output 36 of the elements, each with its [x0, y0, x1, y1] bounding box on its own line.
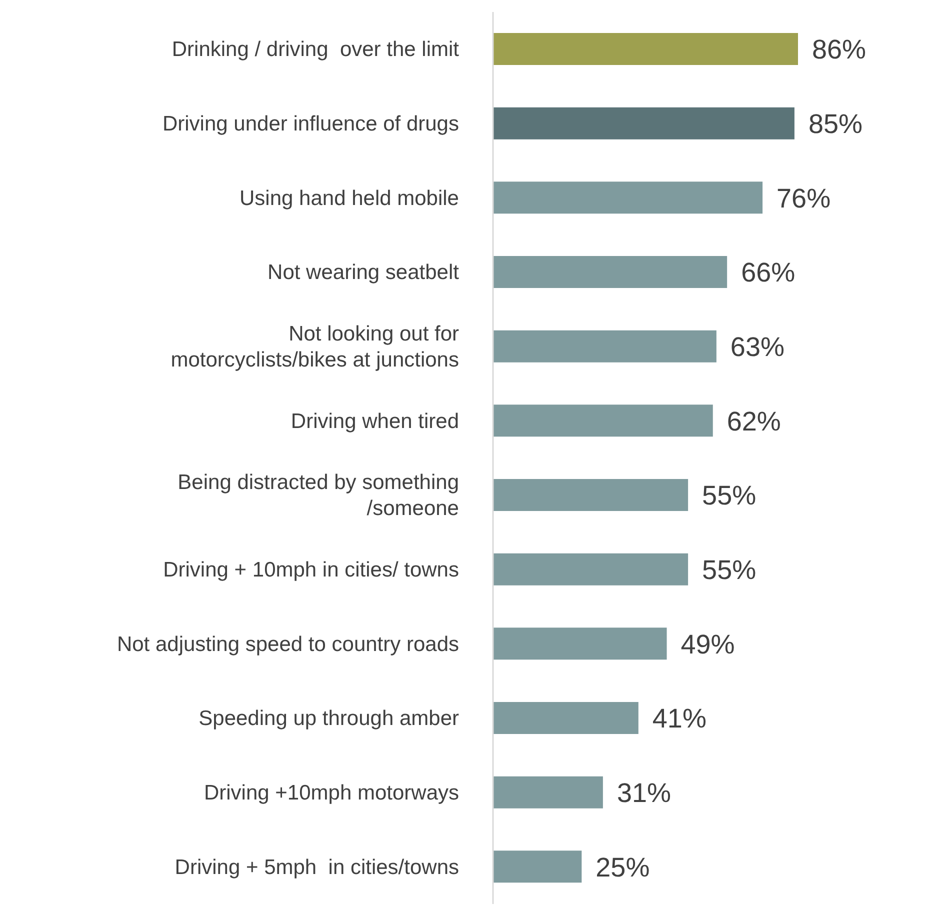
- bar: [493, 33, 798, 65]
- data-label: 55%: [702, 480, 756, 511]
- y-tick-label: Not adjusting speed to country roads: [116, 632, 459, 656]
- data-label: 31%: [616, 778, 671, 808]
- y-tick-label: Not looking out for motorcyclists/bikes at junctions: [170, 322, 459, 371]
- data-label: 41%: [652, 704, 706, 734]
- data-label: 63%: [730, 332, 784, 362]
- y-tick-label: Using hand held mobile: [240, 186, 459, 210]
- bar: [493, 330, 716, 362]
- bar: [493, 628, 667, 660]
- bar: [493, 107, 794, 140]
- y-tick-label: Driving + 5mph in cities/towns: [174, 855, 459, 878]
- data-label: 76%: [776, 183, 831, 214]
- bar: [493, 182, 763, 214]
- y-tick-label: Driving under influence of drugs: [162, 112, 459, 135]
- y-tick-label: Speeding up through amber: [198, 706, 460, 730]
- bar: [493, 702, 638, 734]
- y-tick-label: Being distracted by something /someone: [178, 470, 459, 520]
- y-tick-label: Driving when tired: [290, 409, 459, 432]
- data-label: 86%: [812, 34, 866, 65]
- bar: [493, 850, 582, 883]
- data-label: 85%: [808, 108, 862, 139]
- bar: [493, 404, 713, 437]
- bar: [493, 256, 728, 288]
- data-label: 55%: [702, 554, 756, 585]
- bar: [493, 479, 688, 511]
- y-tick-label: Driving +10mph motorways: [204, 781, 459, 804]
- y-tick-label: Not wearing seatbelt: [268, 260, 460, 284]
- data-label: 62%: [726, 406, 781, 436]
- data-label: 25%: [596, 852, 650, 882]
- y-tick-label: Drinking / driving over the limit: [172, 38, 460, 61]
- data-label: 66%: [741, 258, 796, 288]
- bar: [493, 776, 603, 808]
- data-label: 49%: [680, 629, 735, 660]
- bar: [493, 553, 688, 586]
- y-tick-label: Driving + 10mph in cities/ towns: [163, 558, 459, 581]
